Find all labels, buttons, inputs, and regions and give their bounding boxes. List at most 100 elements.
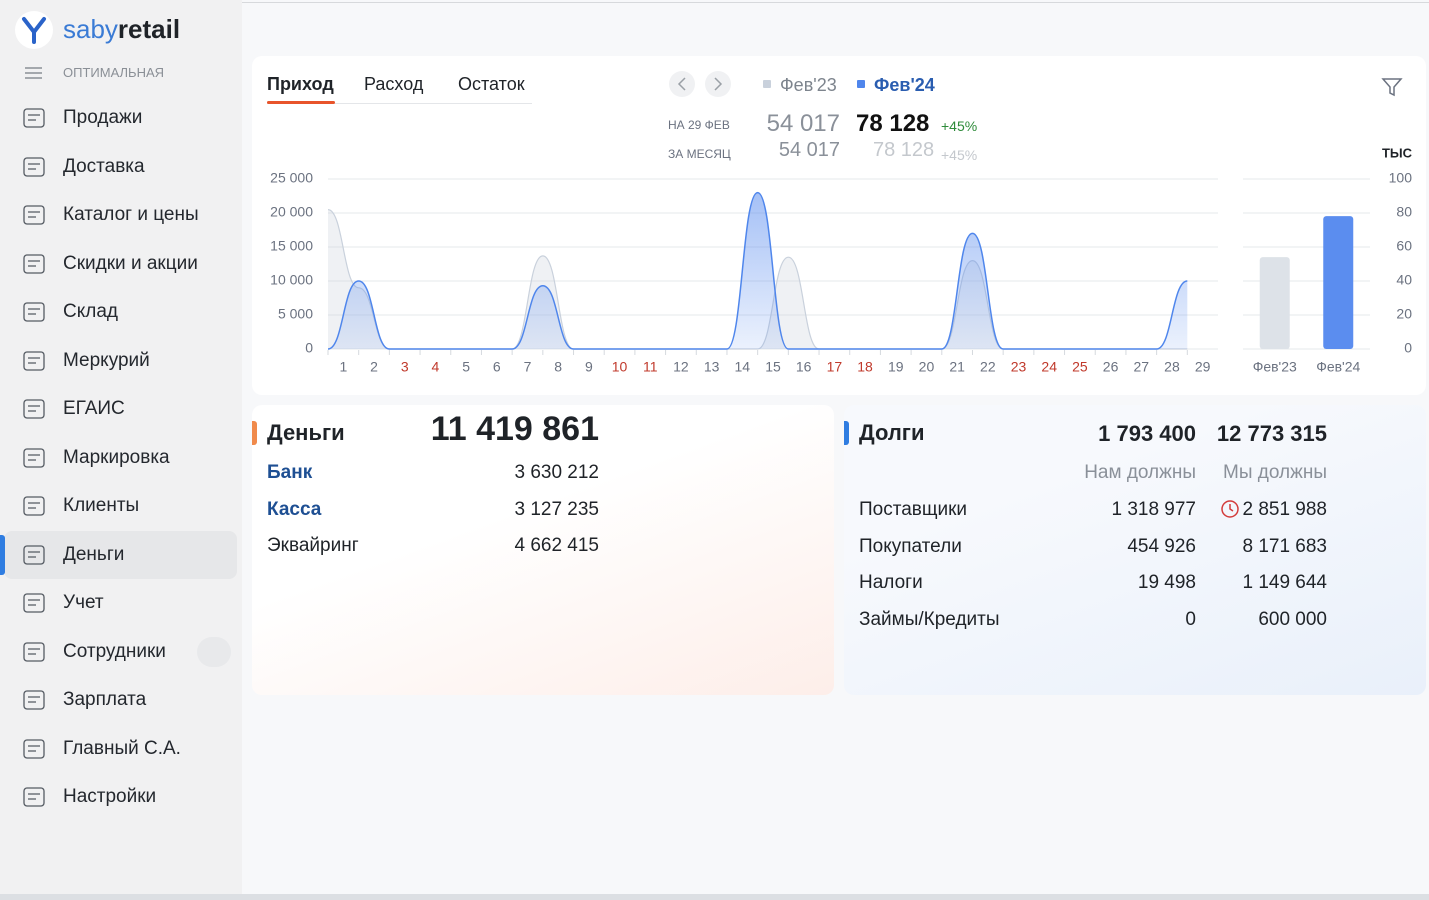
money-total: 11 419 861 [430,410,599,448]
debts-row-value: 8 171 683 [1242,535,1327,557]
x-tick-label: 21 [949,359,965,375]
money-row-label[interactable]: Касса [267,498,322,520]
menu-icon [23,350,45,371]
menu-item[interactable]: Продажи [63,107,143,128]
menu-item[interactable]: Зарплата [63,689,147,710]
overdue-icon [1221,500,1239,518]
menu-item[interactable]: Главный С.А. [63,737,181,759]
menu-item[interactable]: Меркурий [63,349,150,371]
legend-label: Фев'24 [874,75,935,95]
debts-row-value: 1 318 977 [1111,499,1196,520]
money-row-label[interactable]: Банк [267,462,313,483]
column-head: Нам должны [1084,462,1196,483]
x-tick-label: 28 [1164,359,1180,375]
summary-prev: 54 017 [778,139,840,161]
menu-item[interactable]: Настройки [63,786,157,807]
summary-current: 78 128 [856,110,930,137]
menu-icon [23,205,45,225]
debts-row-label: Поставщики [859,499,968,520]
area-fill [328,192,1188,349]
x-tick-label: 10 [612,359,628,375]
active-highlight [4,530,237,579]
menu-item[interactable]: Сотрудники [63,640,166,662]
x-tick-label: 16 [796,359,812,375]
debts-row-value: 2 851 988 [1242,499,1327,520]
bottom-strip [0,894,1429,900]
debts-row-label: Налоги [859,572,923,593]
filter-button[interactable] [1380,75,1404,99]
y-tick-label: 0 [305,340,313,356]
y-tick-label: 20 000 [270,204,313,220]
menu-item[interactable]: Учет [63,592,104,613]
y-tick-label: 25 000 [270,170,313,186]
y2-tick-label: 100 [1389,170,1413,186]
legend-swatch [857,80,865,88]
brand-retail: retail [117,14,181,44]
menu-item[interactable]: Склад [63,301,118,322]
debts-total: 1 793 400 [1098,421,1196,446]
x-tick-label: 1 [339,359,347,375]
debts-title: Долги [859,420,925,445]
money-row-value: 3 630 212 [514,462,599,483]
tab[interactable]: Расход [364,74,424,94]
menu-icon [23,496,45,516]
menu-toggle[interactable] [24,66,44,80]
menu-item[interactable]: Деньги [63,543,125,565]
menu-icon [23,108,45,128]
active-marker [0,534,5,575]
period-nav [669,71,731,97]
x-tick-label: 24 [1041,359,1057,375]
y-tick-label: 10 000 [270,272,313,288]
expand-arrow[interactable] [197,637,231,667]
x-tick-label: 6 [493,359,501,375]
top-border [242,2,1429,3]
money-card [252,405,834,695]
debts-total: 12 773 315 [1216,421,1327,446]
tabs-line [267,103,532,104]
x-tick-label: Фев'23 [1253,359,1297,375]
menu-icon [23,544,45,565]
money-row-value: 4 662 415 [514,535,599,556]
menu-item[interactable]: Каталог и цены [63,204,199,225]
x-tick-label: 26 [1103,359,1119,375]
x-tick-label: 8 [554,359,562,375]
money-row-label: Эквайринг [267,535,359,556]
debts-row-value: 0 [1185,608,1196,630]
tab[interactable]: Остаток [458,74,525,94]
x-tick-label: 12 [673,359,689,375]
menu-icon [23,253,45,274]
legend-label: Фев'23 [780,75,837,95]
next-period[interactable] [705,71,731,97]
x-tick-label: 11 [643,359,658,375]
y2-tick-label: 80 [1396,204,1412,220]
x-tick-label: 9 [585,359,593,375]
x-tick-label: 13 [704,359,720,375]
brand-saby: saby [63,14,118,44]
menu-item[interactable]: ЕГАИС [63,398,125,419]
column-head: Мы должны [1223,462,1327,483]
menu-icon [23,447,45,468]
y2-tick-label: 0 [1404,340,1412,356]
logo-icon [15,11,53,49]
menu-icon [23,787,45,807]
x-tick-label: 23 [1011,359,1027,375]
menu-item[interactable]: Клиенты [63,495,140,516]
menu-icon [23,738,45,759]
x-tick-label: 25 [1072,359,1088,375]
x-tick-label: 7 [524,359,532,375]
menu-item[interactable]: Маркировка [63,446,170,468]
menu-item[interactable]: Доставка [63,155,145,177]
prev-period[interactable] [669,71,695,97]
debts-row-value: 600 000 [1258,608,1327,630]
debts-row-label: Покупатели [859,535,962,557]
x-tick-label: 15 [765,359,781,375]
menu-icon [23,156,45,177]
y2-tick-label: 20 [1396,306,1412,322]
x-tick-label: 17 [827,359,843,375]
plan-label: ОПТИМАЛЬНАЯ [63,65,165,80]
money-row-value: 3 127 235 [514,498,599,520]
summary-current: 78 128 [873,139,935,161]
brand: sabyretail [63,14,180,45]
tab[interactable]: Приход [267,74,334,94]
menu-item[interactable]: Скидки и акции [63,252,198,274]
